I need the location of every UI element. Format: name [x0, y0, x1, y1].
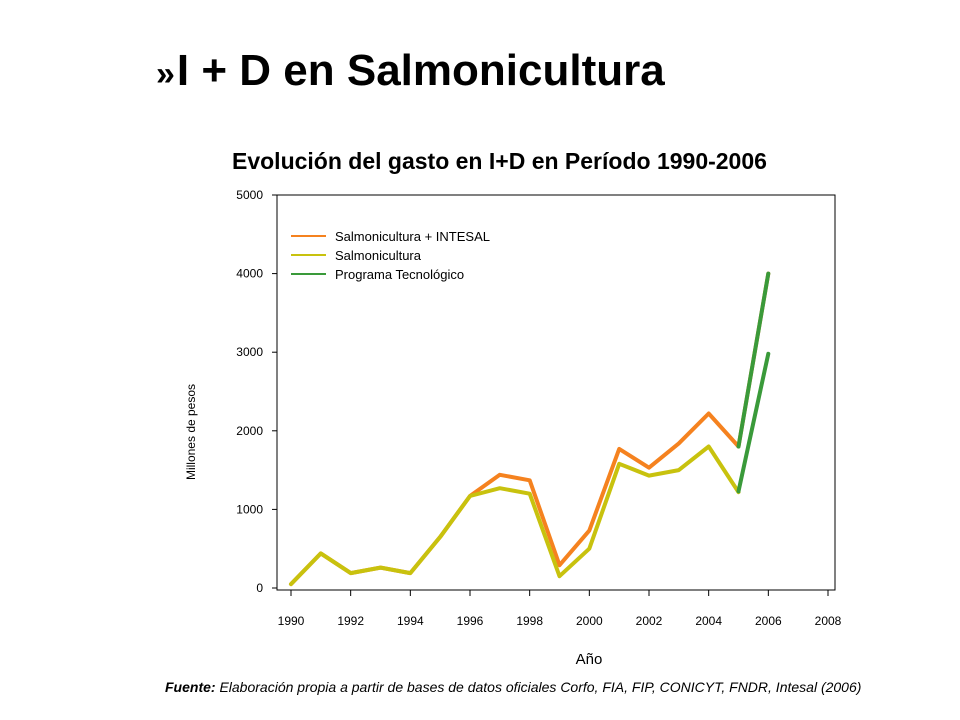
series-line-salmonicultura [289, 444, 741, 587]
y-tick-label: 5000 [236, 188, 263, 202]
series-line-programa-tecnologico [736, 271, 771, 449]
y-tick-label: 4000 [236, 267, 263, 281]
x-axis-label: Año [576, 651, 603, 668]
plot-frame [276, 194, 836, 591]
x-tick-label: 2000 [576, 614, 603, 628]
y-tick-label: 3000 [236, 345, 263, 359]
legend-label: Programa Tecnológico [335, 267, 464, 282]
source-note: Fuente: Elaboración propia a partir de b… [165, 678, 935, 696]
source-label: Fuente: [165, 679, 216, 695]
source-text: Elaboración propia a partir de bases de … [215, 679, 862, 695]
x-tick-label: 2008 [815, 614, 842, 628]
chart-legend: Salmonicultura + INTESAL Salmonicultura Pr… [291, 229, 490, 282]
x-tick-label: 2002 [636, 614, 663, 628]
y-tick-label: 0 [256, 581, 263, 595]
chart-series [289, 271, 771, 587]
series-line-programa-tecnologico [736, 351, 771, 494]
y-tick-label: 1000 [236, 502, 263, 516]
series-line-salmonicultura-intesal [289, 271, 771, 587]
x-tick-label: 1992 [337, 614, 364, 628]
x-tick-label: 1990 [278, 614, 305, 628]
y-axis-label: Millones de pesos [184, 384, 198, 480]
x-tick-label: 2006 [755, 614, 782, 628]
chart-title: Evolución del gasto en I+D en Período 19… [232, 148, 767, 174]
x-tick-label: 2004 [695, 614, 722, 628]
chart-axes: 0 1000 2000 3000 4000 5000 1990 1992 1994 1996 199… [184, 188, 842, 668]
x-tick-label: 1996 [457, 614, 484, 628]
legend-label: Salmonicultura [335, 248, 422, 263]
slide-title: »I + D en Salmonicultura [156, 46, 665, 96]
y-tick-label: 2000 [236, 424, 263, 438]
legend-label: Salmonicultura + INTESAL [335, 229, 490, 244]
slide-title-text: I + D en Salmonicultura [176, 46, 665, 95]
x-tick-label: 1994 [397, 614, 424, 628]
x-tick-label: 1998 [516, 614, 543, 628]
arrow-bullet-icon: » [156, 55, 175, 93]
